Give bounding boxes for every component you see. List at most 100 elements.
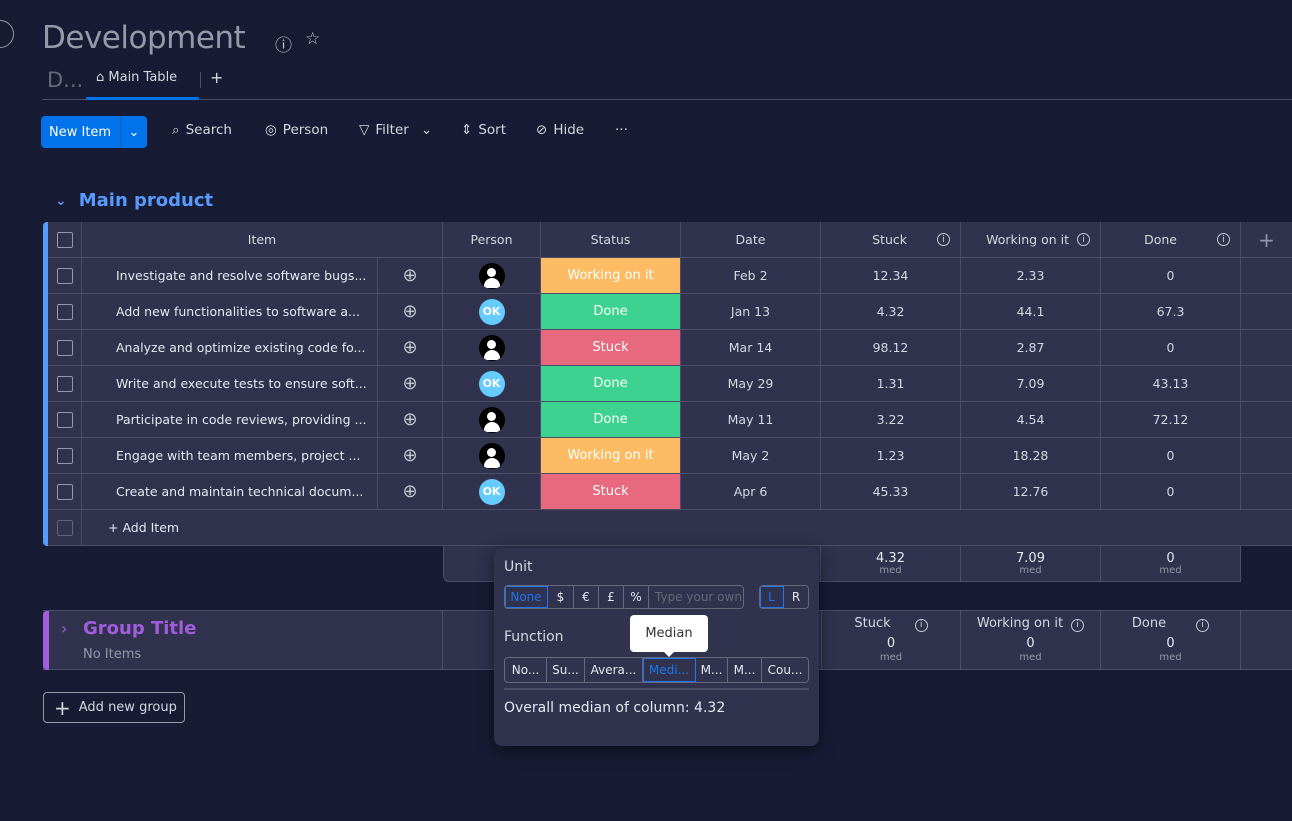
function-max[interactable]: M... <box>728 658 762 682</box>
g2-stuck[interactable]: Stuck i 0 med <box>821 611 961 670</box>
working-cell[interactable]: 2.87 <box>961 330 1101 366</box>
add-update-icon[interactable]: ⊕ <box>378 258 443 294</box>
date-cell[interactable]: Mar 14 <box>681 330 821 366</box>
stuck-cell[interactable]: 12.34 <box>821 258 961 294</box>
new-item-button[interactable]: New Item ⌄ <box>41 116 147 148</box>
person-cell[interactable] <box>443 438 541 474</box>
align-right[interactable]: R <box>791 590 801 604</box>
function-count[interactable]: Cou... <box>767 663 803 677</box>
add-column-button[interactable]: + <box>1241 222 1292 258</box>
info-icon[interactable]: i <box>1077 233 1090 246</box>
add-update-icon[interactable]: ⊕ <box>378 438 443 474</box>
stuck-cell[interactable]: 98.12 <box>821 330 961 366</box>
group-title[interactable]: Group Title <box>83 618 197 639</box>
item-name[interactable]: Participate in code reviews, providing .… <box>82 402 378 438</box>
info-icon[interactable]: i <box>1217 233 1230 246</box>
done-cell[interactable]: 72.12 <box>1101 402 1241 438</box>
column-header-stuck[interactable]: Stuck i <box>821 222 961 258</box>
item-name[interactable]: Analyze and optimize existing code fo... <box>82 330 378 366</box>
item-name[interactable]: Engage with team members, project ... <box>82 438 378 474</box>
done-cell[interactable]: 0 <box>1101 258 1241 294</box>
tab-collapsed[interactable]: D... <box>47 68 84 92</box>
column-header-person[interactable]: Person <box>443 222 541 258</box>
working-cell[interactable]: 18.28 <box>961 438 1101 474</box>
select-all-checkbox[interactable] <box>48 222 82 258</box>
date-cell[interactable]: Apr 6 <box>681 474 821 510</box>
status-cell[interactable]: Stuck <box>541 330 681 366</box>
function-average[interactable]: Avera... <box>585 658 643 682</box>
stuck-cell[interactable]: 1.23 <box>821 438 961 474</box>
add-update-icon[interactable]: ⊕ <box>378 402 443 438</box>
avatar[interactable] <box>478 406 505 433</box>
unit-pound[interactable]: £ <box>599 586 624 608</box>
add-update-icon[interactable]: ⊕ <box>378 474 443 510</box>
avatar[interactable]: OK <box>478 370 505 397</box>
summary-stuck[interactable]: 4.32 med <box>821 546 961 582</box>
date-cell[interactable]: May 2 <box>681 438 821 474</box>
done-cell[interactable]: 0 <box>1101 438 1241 474</box>
summary-working[interactable]: 7.09 med <box>961 546 1101 582</box>
stuck-cell[interactable]: 1.31 <box>821 366 961 402</box>
person-button[interactable]: ◎ Person <box>265 122 329 138</box>
person-cell[interactable]: OK <box>443 474 541 510</box>
add-item-input[interactable]: + Add Item <box>82 510 1292 546</box>
status-cell[interactable]: Stuck <box>541 474 681 510</box>
working-cell[interactable]: 7.09 <box>961 366 1101 402</box>
tab-main-table[interactable]: ⌂ Main Table <box>86 66 199 100</box>
status-cell[interactable]: Working on it <box>541 258 681 294</box>
status-cell[interactable]: Done <box>541 294 681 330</box>
search-button[interactable]: ⌕ Search <box>172 122 232 138</box>
unit-none[interactable]: None <box>505 586 548 608</box>
stuck-cell[interactable]: 45.33 <box>821 474 961 510</box>
stuck-cell[interactable]: 4.32 <box>821 294 961 330</box>
working-cell[interactable]: 2.33 <box>961 258 1101 294</box>
filter-button[interactable]: ▽ Filter ⌄ <box>359 122 433 138</box>
item-name[interactable]: Create and maintain technical docum... <box>82 474 378 510</box>
more-button[interactable]: ··· <box>615 122 628 138</box>
align-left[interactable]: L <box>760 586 784 608</box>
add-view-button[interactable]: + <box>210 68 224 87</box>
g2-done[interactable]: Done i 0 med <box>1101 611 1241 670</box>
hide-button[interactable]: ⊘ Hide <box>536 122 585 138</box>
add-update-icon[interactable]: ⊕ <box>378 366 443 402</box>
status-cell[interactable]: Done <box>541 402 681 438</box>
star-icon[interactable]: ☆ <box>305 29 321 49</box>
column-header-status[interactable]: Status <box>541 222 681 258</box>
chevron-right-icon[interactable]: › <box>61 619 68 638</box>
function-median[interactable]: Medi... <box>643 658 696 682</box>
chevron-down-icon[interactable]: ⌄ <box>420 122 433 138</box>
working-cell[interactable]: 12.76 <box>961 474 1101 510</box>
row-checkbox[interactable] <box>48 438 82 474</box>
add-new-group-button[interactable]: + Add new group <box>43 692 185 723</box>
function-sum[interactable]: Su... <box>547 658 585 682</box>
unit-euro[interactable]: € <box>574 586 599 608</box>
row-checkbox[interactable] <box>48 402 82 438</box>
done-cell[interactable]: 0 <box>1101 474 1241 510</box>
group-title[interactable]: Main product <box>78 190 214 211</box>
person-cell[interactable]: OK <box>443 294 541 330</box>
avatar[interactable] <box>478 334 505 361</box>
function-min[interactable]: M... <box>696 658 728 682</box>
row-checkbox[interactable] <box>48 294 82 330</box>
avatar[interactable] <box>478 442 505 469</box>
row-checkbox[interactable] <box>48 474 82 510</box>
row-checkbox[interactable] <box>48 366 82 402</box>
status-cell[interactable]: Done <box>541 366 681 402</box>
date-cell[interactable]: May 29 <box>681 366 821 402</box>
avatar[interactable]: OK <box>478 298 505 325</box>
person-cell[interactable]: OK <box>443 366 541 402</box>
add-update-icon[interactable]: ⊕ <box>378 330 443 366</box>
person-cell[interactable] <box>443 330 541 366</box>
unit-percent[interactable]: % <box>624 586 649 608</box>
info-icon[interactable]: i <box>937 233 950 246</box>
item-name[interactable]: Add new functionalities to software a... <box>82 294 378 330</box>
person-cell[interactable] <box>443 402 541 438</box>
row-checkbox[interactable] <box>48 330 82 366</box>
sort-button[interactable]: ⇕ Sort <box>461 122 506 138</box>
chevron-down-icon[interactable]: ⌄ <box>120 116 147 148</box>
done-cell[interactable]: 67.3 <box>1101 294 1241 330</box>
unit-dollar[interactable]: $ <box>548 586 574 608</box>
status-cell[interactable]: Working on it <box>541 438 681 474</box>
function-none[interactable]: No... <box>505 658 547 682</box>
g2-working[interactable]: Working on it i 0 med <box>961 611 1101 670</box>
